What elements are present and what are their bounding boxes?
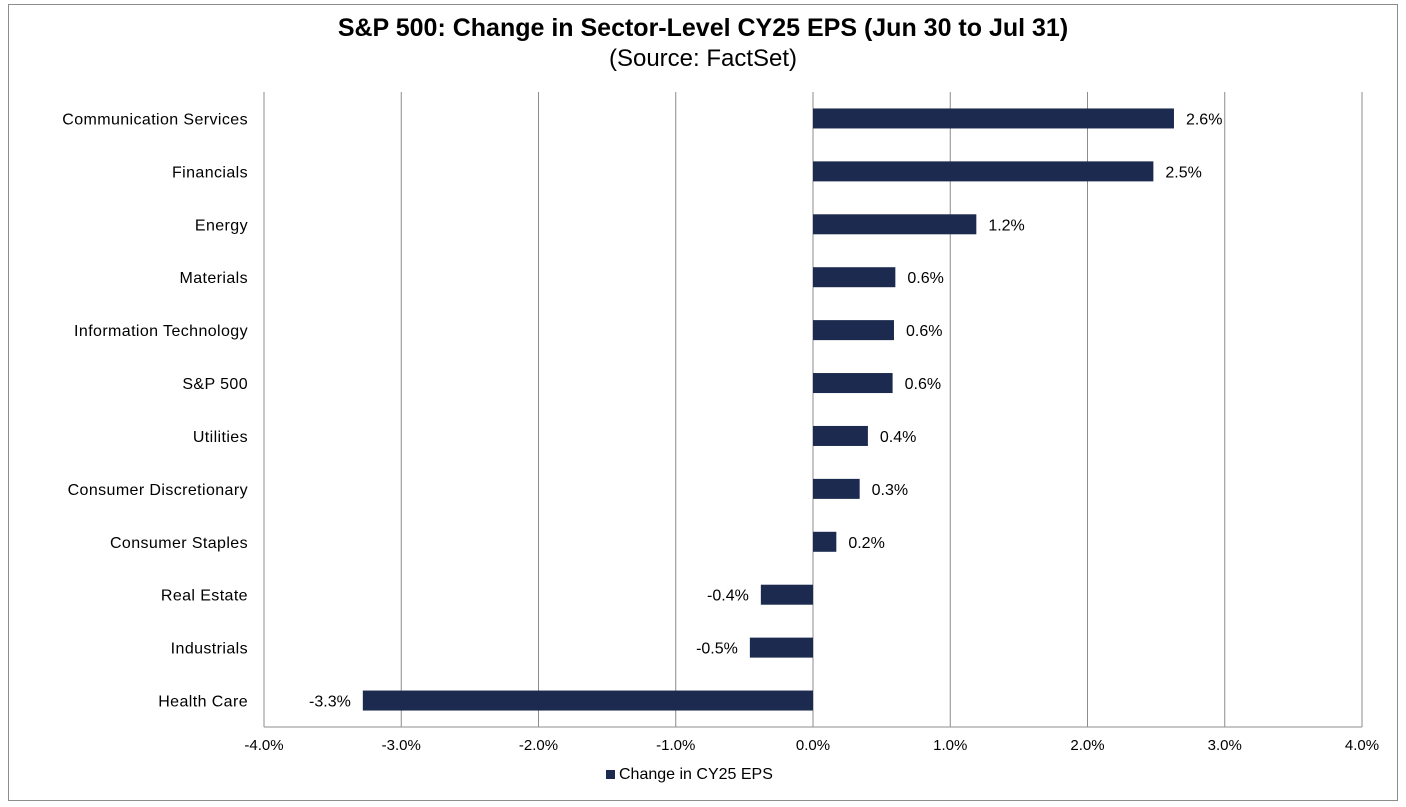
legend-swatch	[606, 770, 615, 779]
bar	[813, 373, 893, 394]
x-tick-label: 0.0%	[796, 737, 830, 754]
chart-frame	[8, 4, 1398, 801]
data-label: -0.5%	[696, 641, 738, 658]
category-label: Consumer Discretionary	[68, 482, 248, 499]
labels: -4.0% -3.0% -2.0% -1.0% 0.0% 1.0% 2.0% 3.0% 4.0%…	[62, 111, 1379, 754]
x-tick-label: -3.0%	[382, 737, 421, 754]
data-label: 0.4%	[880, 429, 916, 446]
bar	[813, 531, 837, 552]
category-label: Energy	[195, 217, 248, 234]
data-label: -3.3%	[309, 694, 351, 711]
bar	[362, 690, 813, 711]
bar	[813, 478, 860, 499]
data-label: 0.2%	[848, 535, 884, 552]
category-label: S&P 500	[182, 376, 248, 393]
x-tick-label: 1.0%	[933, 737, 967, 754]
data-label: 2.6%	[1186, 111, 1222, 128]
bars	[362, 108, 1174, 711]
data-label: 0.6%	[906, 323, 942, 340]
legend-label: Change in CY25 EPS	[619, 766, 773, 783]
bar	[813, 425, 868, 446]
category-label: Information Technology	[74, 323, 248, 340]
category-label: Financials	[172, 164, 248, 181]
chart-title: S&P 500: Change in Sector-Level CY25 EPS…	[337, 14, 1069, 42]
chart-subtitle: (Source: FactSet)	[608, 45, 798, 72]
data-label: 0.6%	[907, 270, 943, 287]
category-label: Utilities	[193, 429, 248, 446]
x-tick-label: -4.0%	[244, 737, 283, 754]
x-tick-label: 2.0%	[1070, 737, 1104, 754]
x-tick-label: 3.0%	[1208, 737, 1242, 754]
bar	[813, 161, 1154, 182]
data-label: 1.2%	[988, 217, 1024, 234]
category-label: Industrials	[171, 641, 248, 658]
category-label: Health Care	[158, 694, 248, 711]
x-tick-label: -2.0%	[519, 737, 558, 754]
x-tick-label: 4.0%	[1345, 737, 1379, 754]
category-label: Materials	[179, 270, 248, 287]
bar	[813, 214, 977, 235]
category-label: Real Estate	[161, 588, 248, 605]
bar	[813, 320, 894, 341]
x-tick-label: -1.0%	[656, 737, 695, 754]
data-label: -0.4%	[707, 588, 749, 605]
bar	[813, 267, 896, 288]
bar	[749, 637, 813, 658]
legend: Change in CY25 EPS	[606, 766, 773, 783]
category-label: Consumer Staples	[110, 535, 248, 552]
data-label: 0.6%	[905, 376, 941, 393]
data-label: 2.5%	[1165, 164, 1201, 181]
bar	[813, 108, 1174, 129]
gridlines	[263, 92, 1363, 728]
category-label: Communication Services	[62, 111, 248, 128]
bar	[760, 584, 813, 605]
data-label: 0.3%	[872, 482, 908, 499]
